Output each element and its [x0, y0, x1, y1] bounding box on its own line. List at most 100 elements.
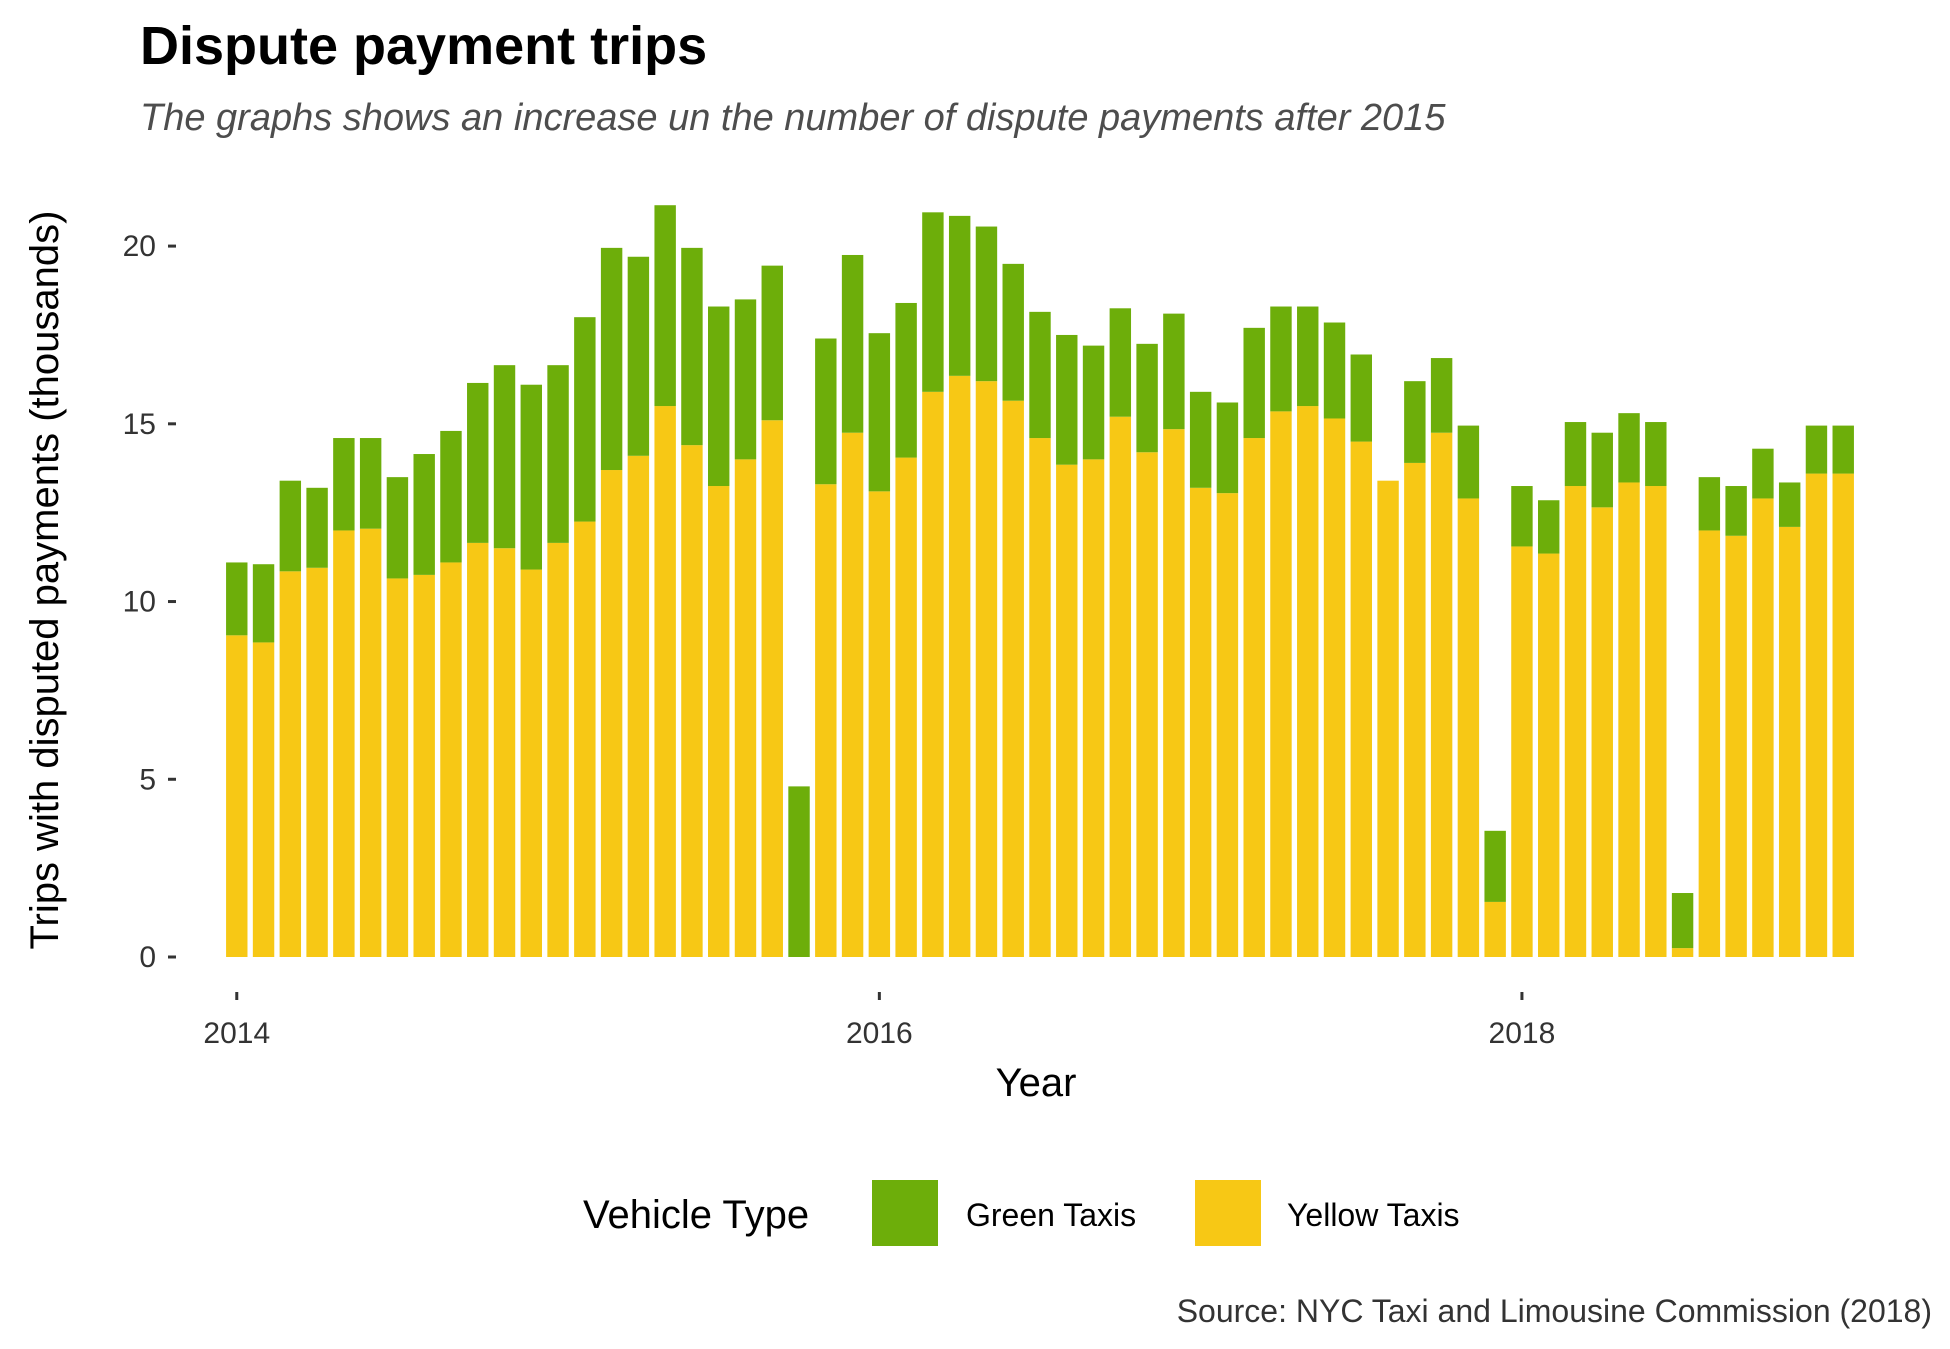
bar-green-2016-12 [1163, 313, 1185, 430]
bar-green-2015-05 [654, 205, 676, 407]
bar-green-2015-09 [761, 265, 783, 421]
chart-caption: Source: NYC Taxi and Limousine Commissio… [1177, 1293, 1932, 1329]
legend-label-green-taxis: Green Taxis [966, 1197, 1136, 1233]
bar-yellow-2018-06 [1645, 486, 1667, 957]
bar-green-2017-11 [1457, 425, 1480, 499]
bar-yellow-2017-05 [1297, 406, 1319, 958]
bar-green-2016-04 [948, 215, 971, 376]
bar-yellow-2016-06 [1002, 400, 1024, 957]
y-tick-label-5: 5 [139, 763, 156, 796]
bar-green-2019-01 [1832, 425, 1854, 474]
bar-yellow-2017-08 [1377, 480, 1399, 957]
bar-yellow-2015-09 [761, 420, 783, 957]
bar-green-2018-06 [1645, 422, 1667, 487]
bar-yellow-2015-02 [574, 521, 596, 957]
bar-green-2018-03 [1564, 422, 1587, 487]
bar-green-2015-04 [627, 256, 650, 456]
bar-green-2017-04 [1270, 306, 1292, 412]
bar-green-2017-02 [1216, 402, 1239, 494]
bar-yellow-2016-11 [1136, 452, 1158, 957]
bar-yellow-2015-12 [841, 432, 864, 957]
bar-green-2017-03 [1243, 327, 1265, 439]
bar-yellow-2017-11 [1457, 498, 1480, 957]
bar-green-2017-05 [1297, 306, 1319, 407]
y-axis-title: Trips with disputed payments (thousands) [23, 211, 67, 950]
bar-yellow-2018-05 [1618, 482, 1640, 957]
bar-green-2018-08 [1698, 477, 1721, 531]
bar-yellow-2018-11 [1778, 526, 1801, 957]
bar-green-2015-06 [681, 247, 703, 446]
y-axis: 0 5 10 15 20 [123, 230, 176, 974]
bar-yellow-2018-09 [1725, 535, 1747, 957]
bar-yellow-2016-07 [1029, 438, 1051, 957]
bar-green-2017-06 [1323, 322, 1346, 419]
bar-green-2018-01 [1511, 486, 1533, 547]
bar-yellow-2014-10 [467, 542, 489, 957]
bar-yellow-2014-07 [386, 578, 409, 957]
bar-green-2016-11 [1136, 343, 1158, 453]
bar-yellow-2016-05 [975, 381, 998, 957]
bar-yellow-2015-11 [815, 484, 837, 957]
bar-yellow-2015-07 [708, 486, 730, 957]
bar-yellow-2014-08 [413, 574, 435, 957]
bar-green-2018-07 [1671, 893, 1694, 949]
bar-yellow-2018-07 [1671, 948, 1694, 957]
bar-green-2014-07 [386, 477, 409, 579]
bar-yellow-2018-01 [1511, 546, 1533, 957]
y-tick-label-0: 0 [139, 941, 156, 974]
x-tick-label-2016: 2016 [846, 1017, 913, 1050]
bar-green-2018-12 [1805, 425, 1828, 474]
bar-yellow-2014-04 [306, 567, 328, 957]
bar-green-2016-09 [1082, 345, 1105, 460]
bar-green-2015-11 [815, 338, 837, 485]
bar-yellow-2015-06 [681, 445, 703, 957]
bar-green-2017-09 [1404, 381, 1426, 463]
bar-yellow-2014-03 [279, 571, 302, 957]
chart-title: Dispute payment trips [140, 16, 707, 76]
bar-green-2015-02 [574, 317, 596, 522]
bar-yellow-2018-10 [1752, 498, 1774, 957]
chart-subtitle: The graphs shows an increase un the numb… [140, 97, 1446, 139]
bar-green-2016-01 [868, 333, 891, 492]
bars-layer [226, 205, 1854, 958]
legend-key-green-taxis [872, 1180, 938, 1246]
bar-green-2015-07 [708, 306, 730, 487]
bar-yellow-2014-02 [252, 642, 275, 957]
bar-green-2018-04 [1591, 432, 1613, 508]
bar-yellow-2015-05 [654, 406, 676, 958]
bar-yellow-2016-09 [1082, 459, 1105, 957]
bar-green-2014-02 [252, 564, 275, 643]
bar-yellow-2017-06 [1323, 418, 1346, 958]
bar-yellow-2016-10 [1109, 416, 1132, 957]
bar-yellow-2015-04 [627, 455, 650, 957]
bar-green-2014-04 [306, 487, 328, 568]
bar-green-2017-07 [1350, 354, 1372, 442]
bar-green-2014-11 [493, 365, 516, 549]
bar-green-2016-02 [895, 302, 917, 458]
x-axis: 2014 2016 2018 [203, 992, 1555, 1050]
bar-green-2017-01 [1189, 391, 1212, 488]
bar-green-2017-12 [1484, 830, 1506, 902]
bar-yellow-2019-01 [1832, 473, 1854, 957]
bar-green-2018-05 [1618, 413, 1640, 483]
bar-green-2016-08 [1056, 334, 1078, 465]
bar-green-2014-12 [520, 384, 542, 570]
bar-green-2016-10 [1109, 308, 1132, 417]
bar-yellow-2015-01 [547, 542, 569, 957]
bar-yellow-2018-02 [1538, 553, 1560, 957]
x-tick-label-2014: 2014 [203, 1017, 270, 1050]
bar-green-2015-01 [547, 365, 569, 543]
bar-green-2016-03 [922, 212, 944, 392]
bar-green-2016-07 [1029, 311, 1051, 439]
bar-green-2015-12 [841, 254, 864, 433]
bar-green-2014-10 [467, 382, 489, 543]
y-tick-label-10: 10 [123, 586, 156, 619]
bar-yellow-2014-05 [333, 530, 355, 957]
bar-yellow-2014-09 [440, 562, 462, 957]
bar-green-2014-05 [333, 438, 355, 531]
y-tick-label-20: 20 [123, 230, 156, 263]
legend-label-yellow-taxis: Yellow Taxis [1287, 1197, 1460, 1233]
legend-key-yellow-taxis [1195, 1180, 1261, 1246]
bar-green-2014-06 [359, 438, 382, 529]
